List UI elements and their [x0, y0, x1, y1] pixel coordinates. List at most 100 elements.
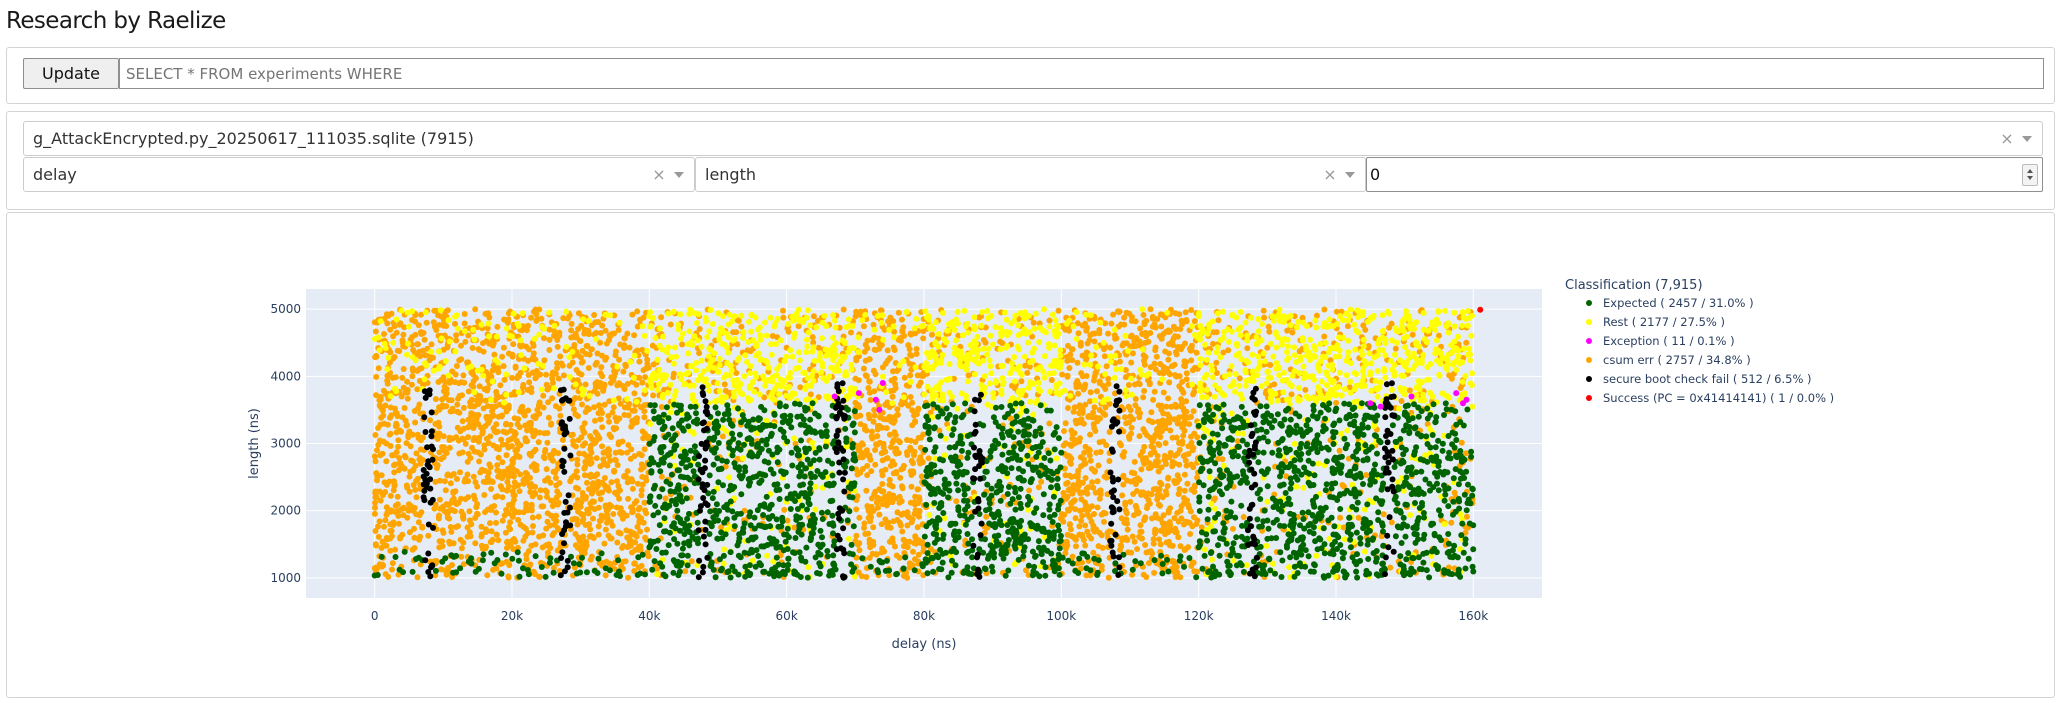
data-point [1159, 494, 1166, 501]
data-point [722, 394, 729, 401]
data-point [501, 376, 508, 383]
data-point [487, 520, 493, 527]
data-point [848, 366, 855, 373]
data-point [1091, 397, 1098, 404]
chevron-down-icon[interactable] [674, 171, 684, 178]
data-point [499, 441, 506, 448]
data-point [780, 307, 786, 314]
data-point [1327, 357, 1334, 364]
data-point [515, 544, 521, 551]
data-point [596, 402, 602, 409]
data-point [1090, 484, 1097, 491]
data-point [810, 377, 817, 384]
x-axis-select[interactable]: delay × [23, 157, 695, 192]
data-point [990, 390, 997, 397]
data-point [921, 391, 928, 398]
data-point [1318, 378, 1325, 385]
data-point [874, 313, 881, 319]
data-point [455, 499, 462, 506]
data-point [385, 312, 392, 319]
data-point [1388, 519, 1395, 526]
data-point [704, 334, 711, 340]
data-point [855, 377, 862, 384]
selectors-panel: g_AttackEncrypted.py_20250617_111035.sql… [6, 111, 2055, 210]
data-point [1154, 430, 1161, 437]
clear-icon[interactable]: × [2000, 129, 2014, 148]
database-select[interactable]: g_AttackEncrypted.py_20250617_111035.sql… [23, 121, 2043, 156]
number-input[interactable]: 0 [1366, 157, 2043, 192]
data-point [958, 363, 964, 370]
update-button[interactable]: Update [23, 58, 119, 89]
data-point [1174, 472, 1181, 479]
data-point [382, 571, 389, 578]
data-point [495, 537, 502, 544]
data-point [508, 443, 515, 449]
data-point [1180, 413, 1187, 420]
data-point [1100, 438, 1107, 445]
data-point [913, 540, 919, 547]
data-point [476, 458, 483, 465]
data-point [1265, 323, 1272, 330]
data-point [416, 378, 423, 384]
data-point [624, 468, 631, 475]
data-point [1059, 371, 1066, 378]
spinner-icon[interactable] [2022, 163, 2038, 186]
data-point [560, 315, 567, 322]
data-point [1230, 379, 1237, 385]
clear-icon[interactable]: × [652, 165, 666, 184]
data-point [1027, 379, 1034, 385]
data-point [1064, 357, 1071, 364]
data-point [879, 373, 886, 380]
data-point [545, 414, 552, 421]
data-point [557, 412, 564, 419]
data-point [904, 509, 911, 516]
scatter-chart[interactable]: 0 20k 40k 60k 80k 100k 120k 140k 160k 1000200030… [7, 213, 2054, 697]
data-point [1338, 308, 1345, 315]
chevron-down-icon[interactable] [2022, 135, 2032, 142]
data-point [862, 357, 869, 364]
data-point [1061, 387, 1068, 394]
data-point [569, 348, 576, 355]
data-point [1189, 323, 1195, 330]
data-point [1097, 449, 1104, 455]
data-point [597, 406, 604, 413]
data-point [1317, 341, 1324, 348]
data-point [678, 376, 685, 383]
data-point [670, 308, 677, 315]
data-point [893, 445, 900, 452]
data-point [1122, 499, 1129, 506]
data-point [777, 376, 784, 383]
data-point [1090, 522, 1097, 529]
data-point [1065, 342, 1071, 349]
data-point [372, 499, 379, 506]
data-point [658, 404, 665, 410]
data-point [954, 308, 961, 315]
data-point [380, 412, 387, 419]
data-point [1157, 311, 1164, 318]
data-point [548, 497, 554, 504]
data-point [443, 501, 450, 508]
data-point [373, 373, 380, 380]
chevron-down-icon[interactable] [1345, 171, 1355, 178]
data-point [1077, 342, 1084, 349]
data-point [452, 313, 459, 320]
data-point [936, 386, 942, 393]
data-point [576, 450, 583, 457]
y-axis-select[interactable]: length × [695, 157, 1366, 192]
data-point [383, 440, 390, 447]
data-point [907, 330, 914, 337]
data-point [913, 351, 920, 357]
data-point [929, 331, 935, 338]
query-input[interactable] [119, 58, 2044, 89]
data-point [874, 494, 881, 501]
data-point [907, 437, 914, 444]
data-point [483, 385, 490, 392]
data-point [875, 335, 882, 342]
data-point [485, 440, 492, 447]
data-point [735, 317, 742, 324]
clear-icon[interactable]: × [1323, 165, 1337, 184]
data-point [1147, 306, 1154, 313]
data-point [912, 418, 918, 425]
data-point [375, 425, 382, 431]
data-point [1337, 514, 1344, 521]
